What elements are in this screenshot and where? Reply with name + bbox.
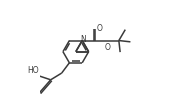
Text: HO: HO xyxy=(27,66,39,75)
Text: O: O xyxy=(105,43,111,52)
Text: N: N xyxy=(80,35,86,44)
Text: O: O xyxy=(96,24,102,34)
